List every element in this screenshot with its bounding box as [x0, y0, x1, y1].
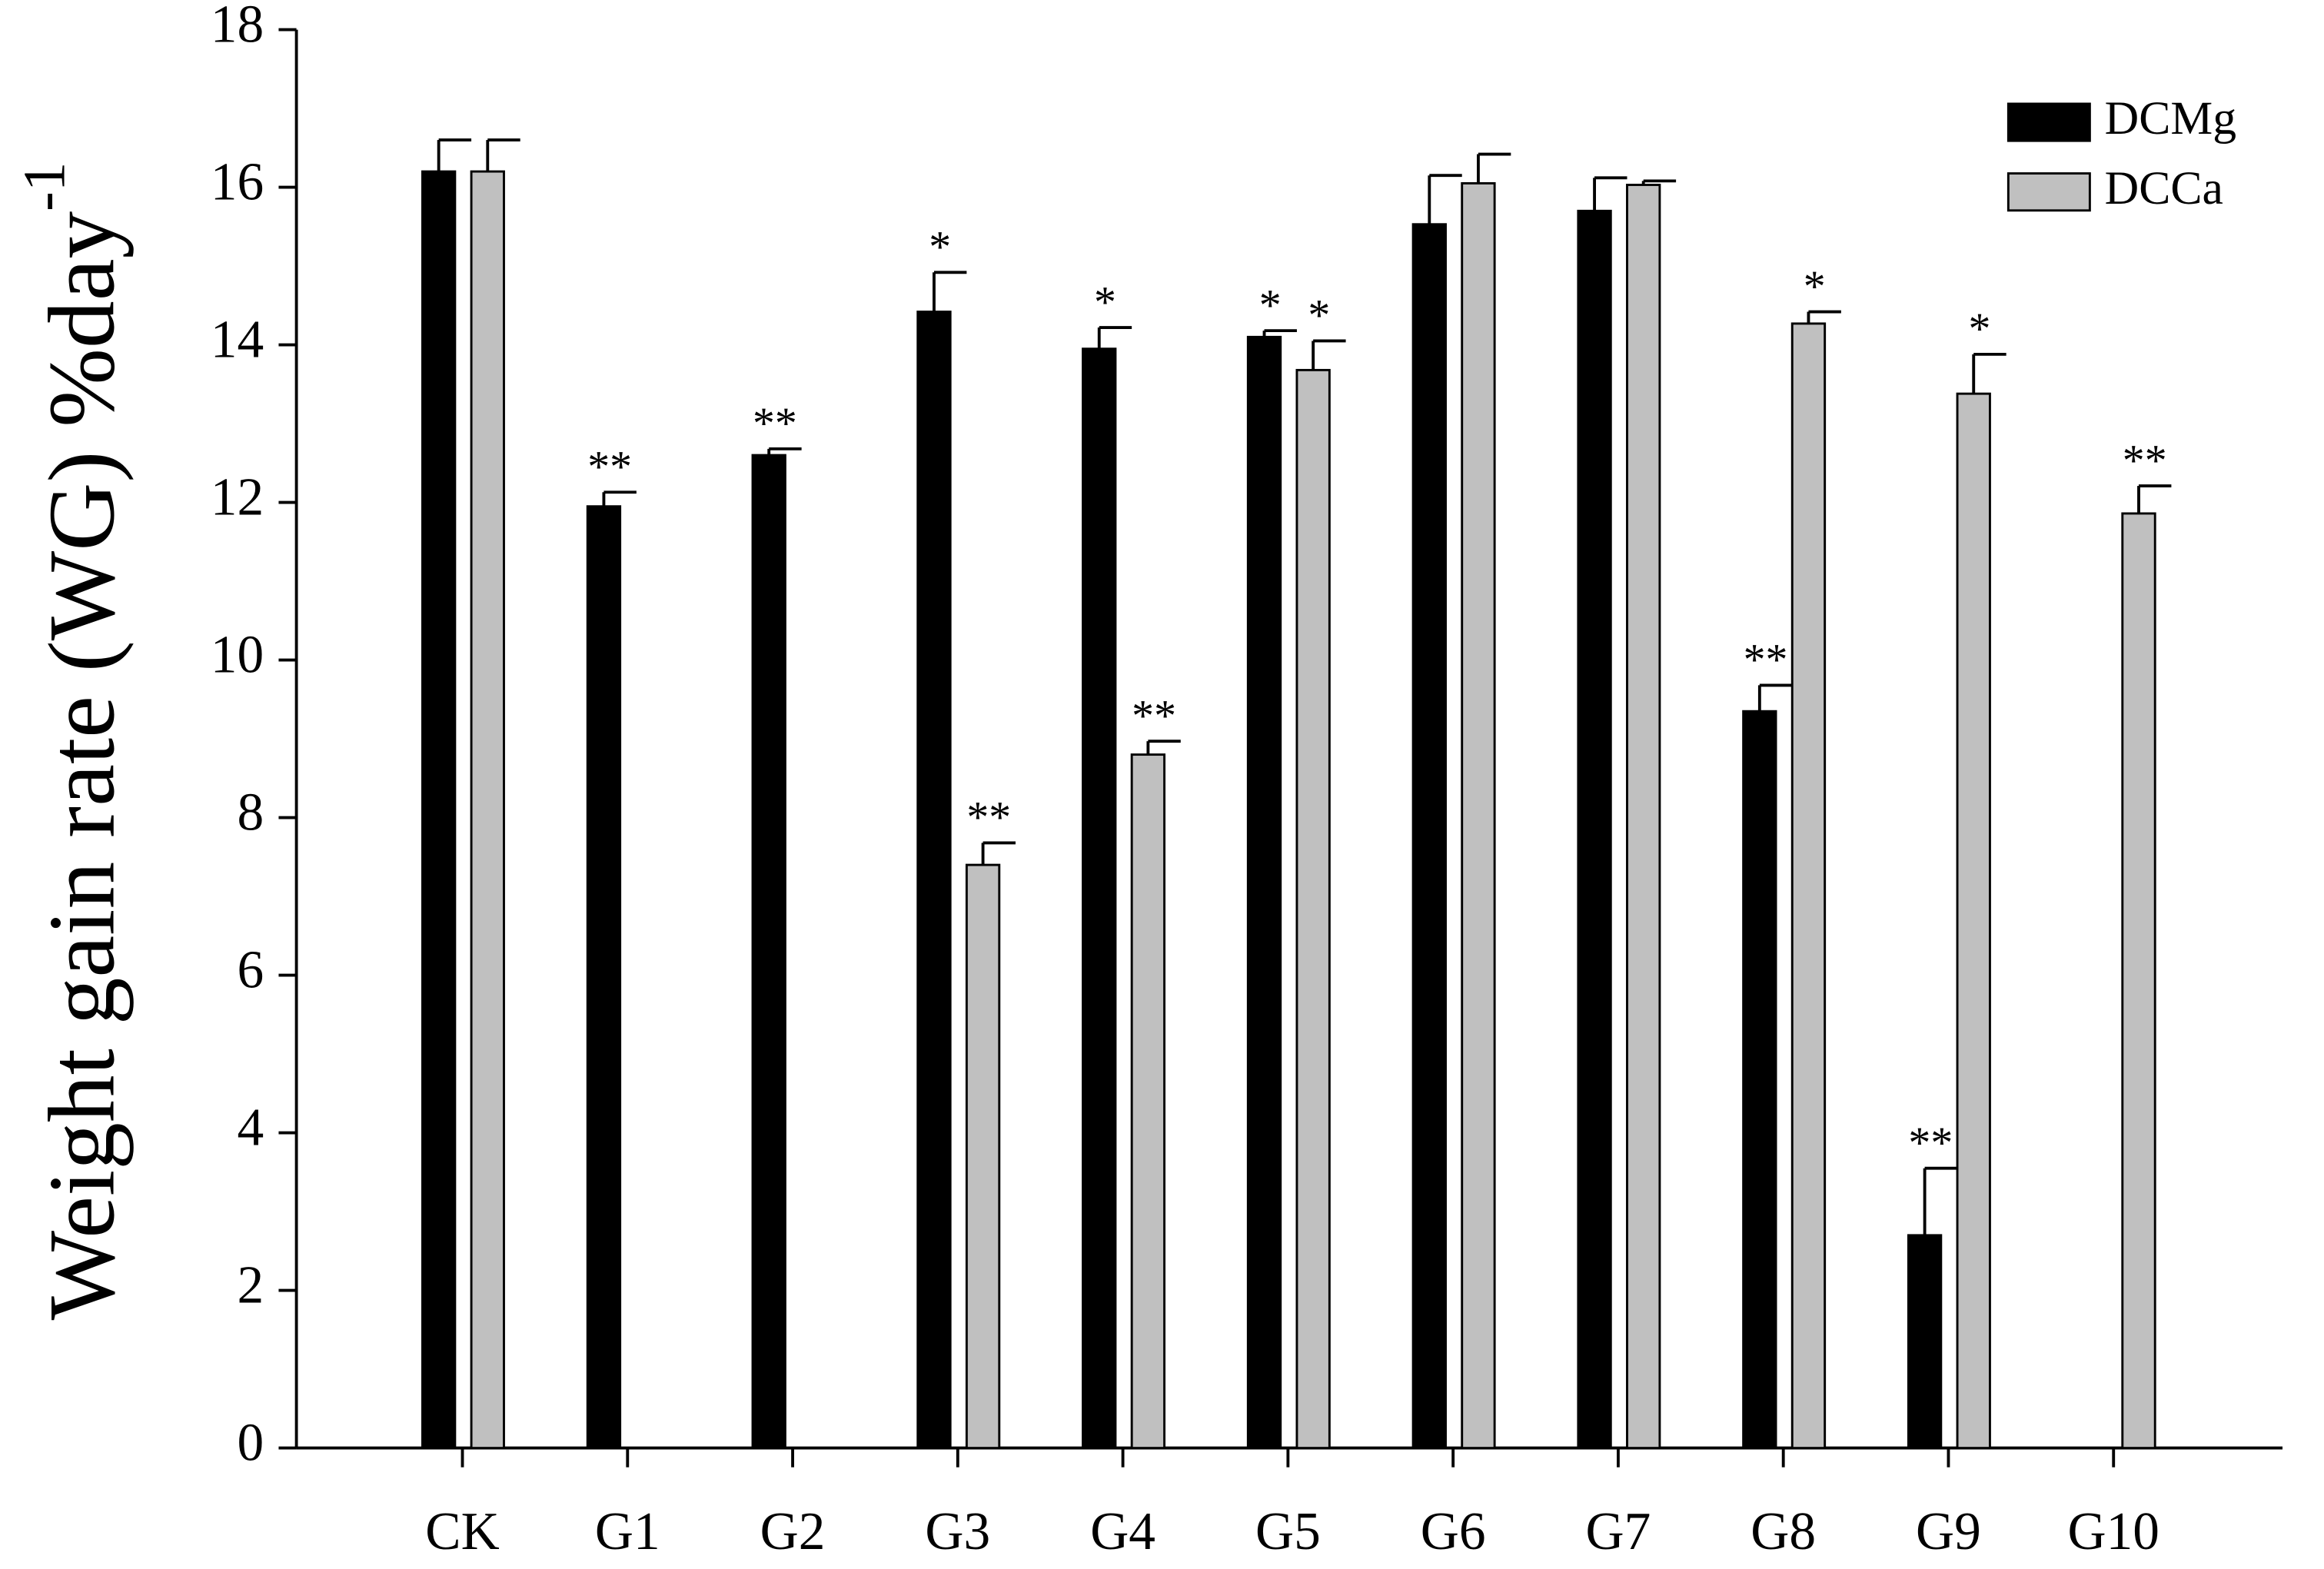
- bar: [1907, 1234, 1943, 1450]
- significance-label: **: [966, 793, 1011, 843]
- y-tick-label: 12: [211, 468, 264, 527]
- y-tick-label: 14: [211, 311, 264, 370]
- significance-label: **: [1744, 635, 1788, 685]
- significance-label: **: [587, 442, 632, 492]
- legend-swatch: [2006, 172, 2091, 212]
- y-axis-label-superscript: -1: [11, 162, 77, 211]
- significance-label: **: [2123, 435, 2167, 485]
- legend-swatch: [2006, 102, 2091, 142]
- significance-label: **: [1908, 1118, 1953, 1168]
- significance-label: *: [1259, 280, 1282, 330]
- y-tick-label: 18: [211, 0, 264, 54]
- y-tick-label: 2: [237, 1256, 264, 1315]
- y-axis-label-text: Weight gain rate (WG) %day: [29, 211, 135, 1321]
- significance-label: *: [929, 222, 951, 272]
- bar: [1956, 392, 1991, 1450]
- significance-label: *: [1804, 261, 1826, 311]
- y-tick-label: 0: [237, 1414, 264, 1473]
- x-tick-label: G8: [1750, 1502, 1816, 1561]
- bar: [470, 170, 505, 1450]
- bar: [751, 454, 786, 1450]
- y-tick-label: 4: [237, 1099, 264, 1158]
- bar: [2121, 512, 2156, 1450]
- x-tick-label: G9: [1916, 1502, 1981, 1561]
- significance-label: **: [753, 398, 797, 448]
- bar: [1295, 368, 1331, 1450]
- x-tick-label: G5: [1255, 1502, 1321, 1561]
- y-tick-label: 10: [211, 626, 264, 685]
- bar: [1577, 209, 1612, 1450]
- bar: [1626, 184, 1661, 1450]
- y-tick-label: 6: [237, 941, 264, 1000]
- significance-label: *: [1308, 291, 1330, 341]
- legend-label: DCMg: [2105, 92, 2236, 145]
- bar: [1790, 322, 1827, 1450]
- y-tick-label: 16: [211, 152, 264, 211]
- x-tick-label: CK: [425, 1502, 499, 1561]
- significance-label: *: [1094, 277, 1116, 327]
- x-tick-label: G1: [595, 1502, 660, 1561]
- bar: [1082, 347, 1117, 1450]
- y-tick-label: 8: [237, 783, 264, 843]
- bar: [1461, 182, 1496, 1450]
- x-tick-label: G4: [1090, 1502, 1155, 1561]
- x-tick-label: G10: [2067, 1502, 2159, 1561]
- x-tick-label: G7: [1586, 1502, 1651, 1561]
- x-tick-label: G3: [925, 1502, 990, 1561]
- bar: [586, 505, 622, 1450]
- bar: [965, 863, 1001, 1450]
- bar: [1411, 223, 1447, 1450]
- x-tick-label: G6: [1421, 1502, 1486, 1561]
- x-tick-label: G2: [760, 1502, 826, 1561]
- bar: [1130, 753, 1166, 1450]
- legend-label: DCCa: [2105, 162, 2223, 214]
- significance-label: **: [1132, 690, 1176, 740]
- bar: [1742, 710, 1777, 1450]
- bar: [916, 311, 952, 1450]
- bar: [1246, 335, 1282, 1450]
- y-axis-label: Weight gain rate (WG) %day-1: [11, 162, 135, 1321]
- bar: [421, 170, 457, 1450]
- significance-label: *: [1968, 304, 1990, 354]
